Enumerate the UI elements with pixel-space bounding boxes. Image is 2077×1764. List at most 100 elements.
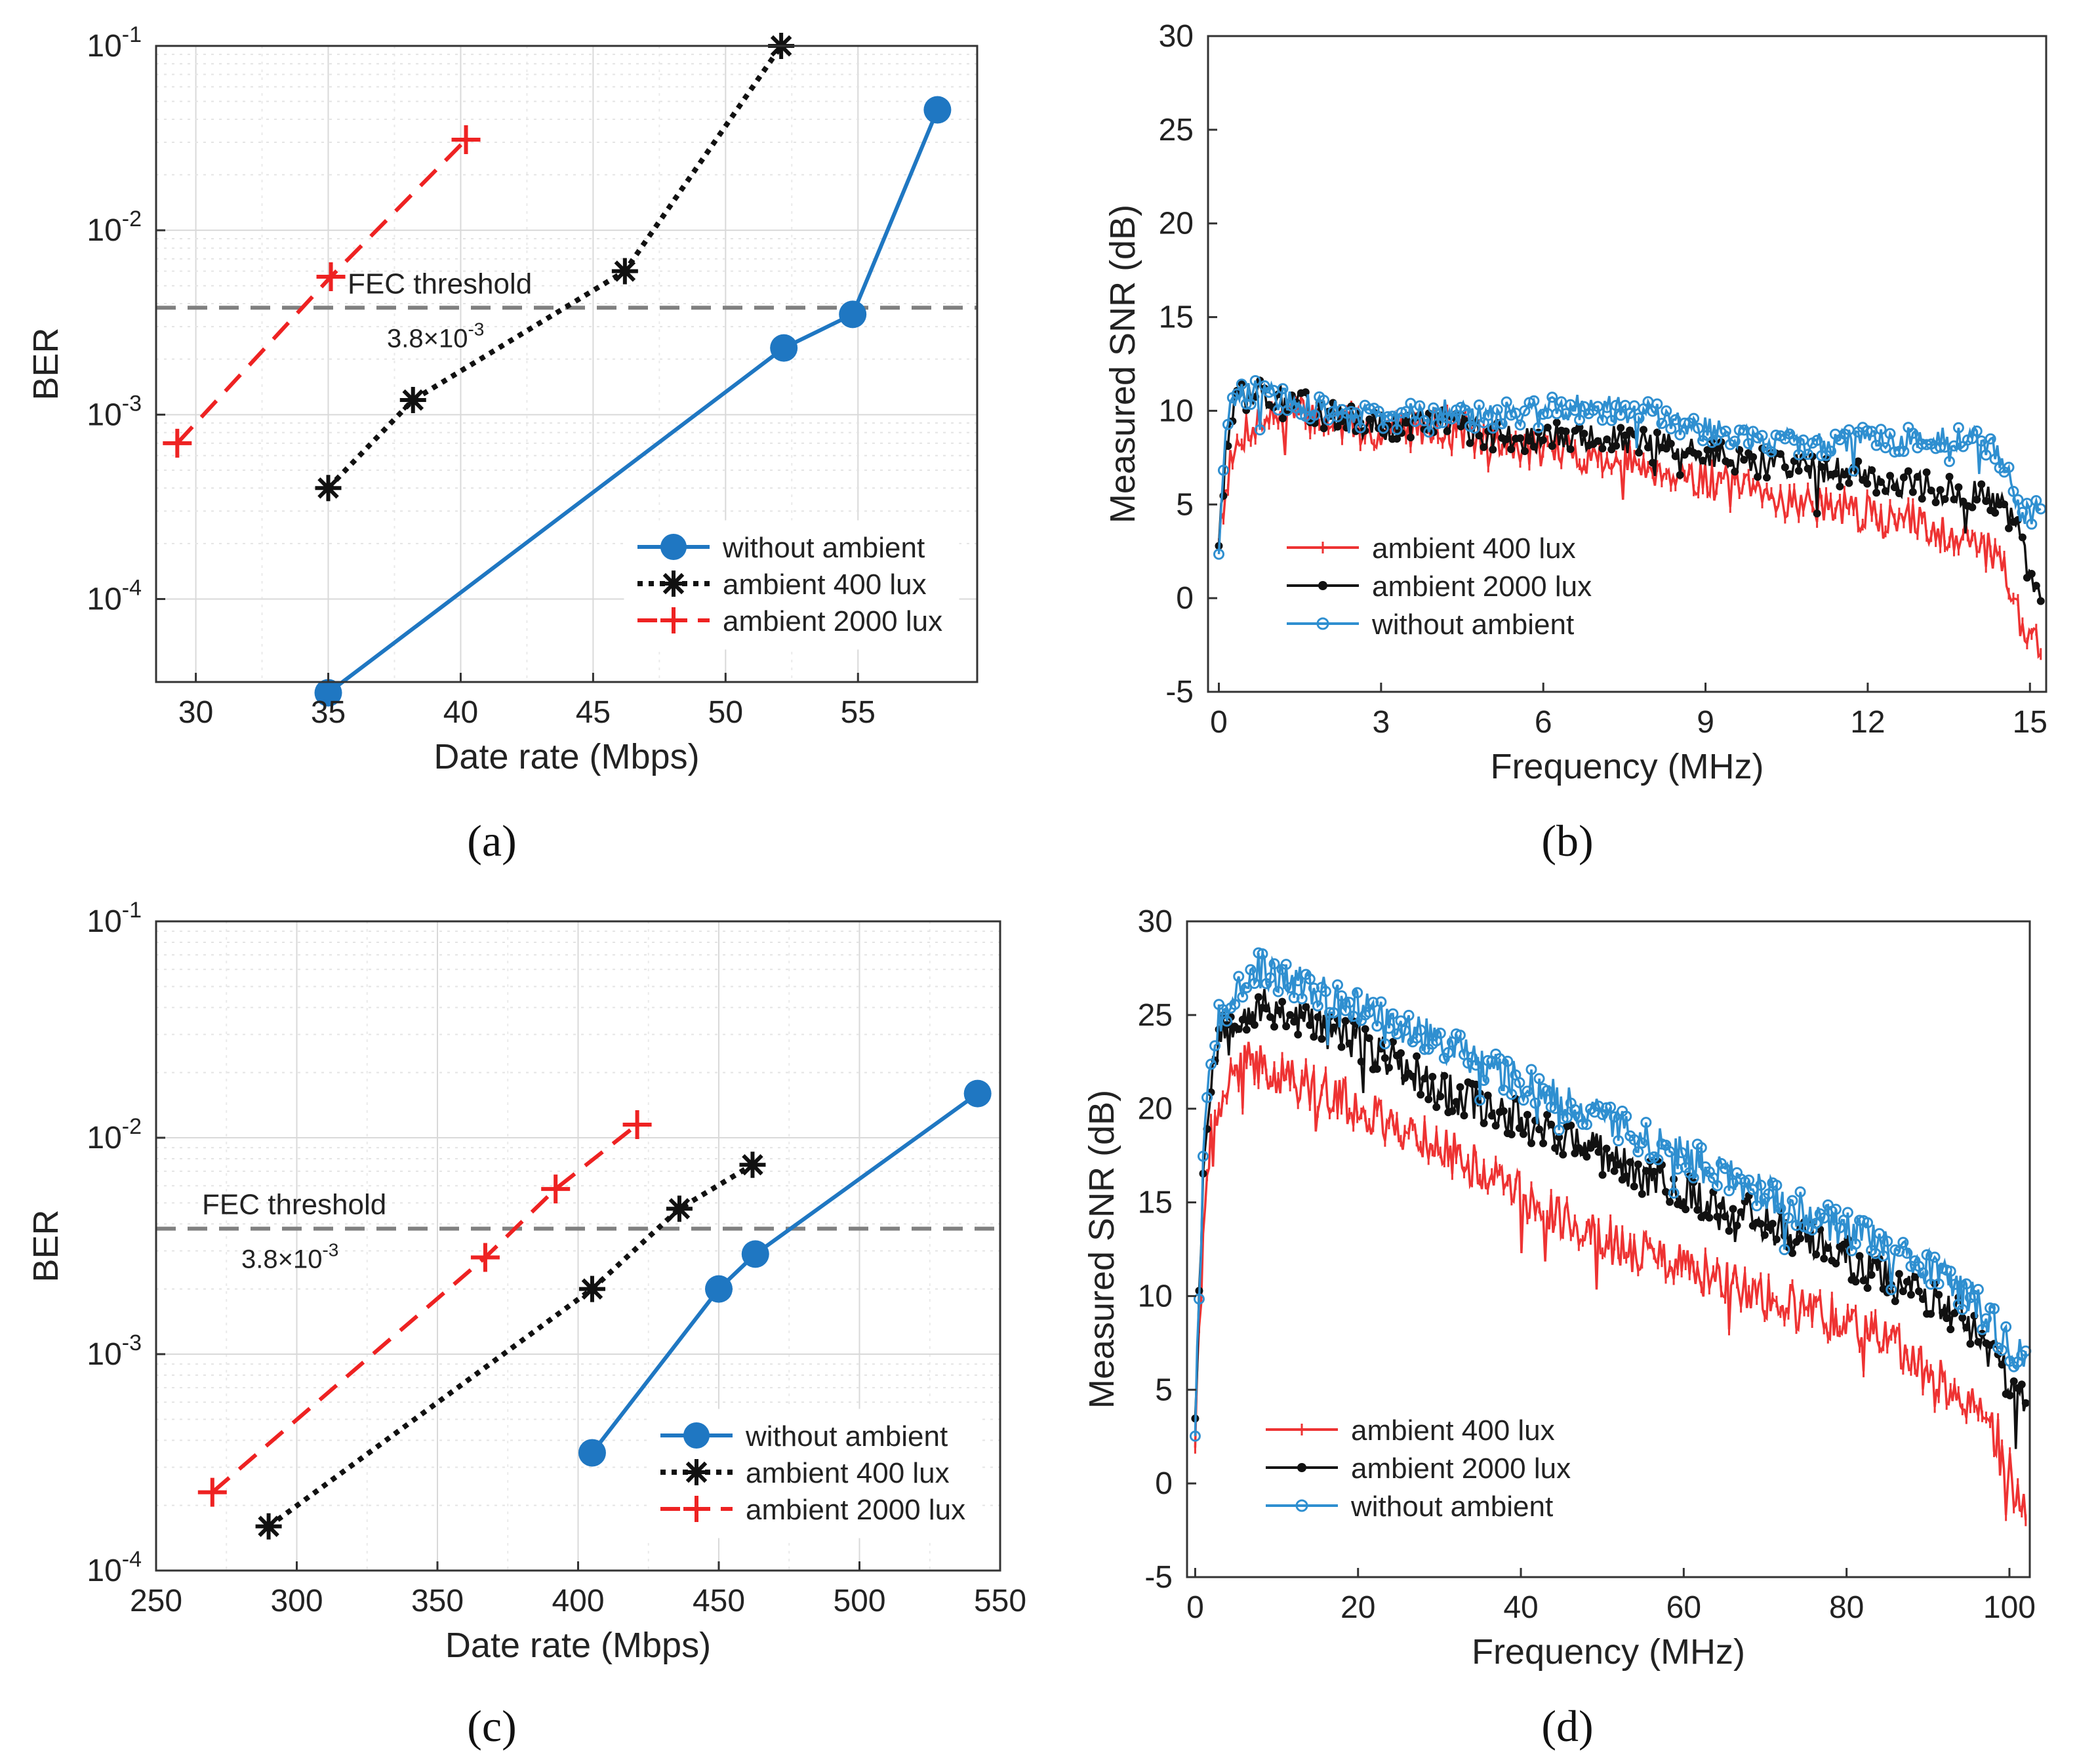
data-point [1519,1130,1527,1138]
series-without-ambient [578,1079,992,1467]
data-point [1693,1206,1702,1214]
data-point [451,125,481,155]
data-point [1895,1270,1903,1278]
data-point [255,1513,282,1540]
data-point [1496,418,1508,430]
y-tick-label: 15 [1159,300,1194,335]
data-point [1842,1207,1853,1218]
data-point [1421,1074,1429,1083]
data-point [1633,412,1645,424]
data-point [1294,1030,1302,1039]
data-point [1341,1016,1350,1025]
fec-threshold-label: FEC threshold [202,1189,386,1221]
data-point [1661,405,1672,417]
y-tick-label: 10 [1159,393,1194,428]
data-point [1754,473,1762,481]
data-point [1794,1186,1806,1198]
data-point [1851,1277,1860,1286]
y-tick-label: 10 [1138,1279,1173,1313]
data-point [1972,1283,1984,1295]
data-point [1936,486,1945,494]
y-tick-label: 0 [1176,581,1194,616]
data-point [1621,1110,1632,1122]
data-point [1388,1037,1397,1046]
data-point [1288,992,1300,1004]
data-point [1943,1314,1951,1323]
data-point [1424,1095,1433,1104]
data-point [1401,418,1410,427]
data-point [1765,446,1777,458]
data-point [1973,495,1981,504]
data-point [1958,1313,1967,1322]
y-tick-label: 10-1 [87,22,142,64]
data-point [1705,1213,1714,1222]
data-point [315,475,342,502]
data-point [1318,1035,1326,1043]
data-point [1927,487,1935,495]
data-point [1917,1267,1929,1279]
data-point [1329,1023,1338,1032]
data-point [923,96,952,124]
data-point [611,258,638,285]
data-point [1399,1024,1411,1036]
data-point [1671,452,1680,460]
data-point [1379,1038,1391,1050]
data-point [1436,1092,1445,1101]
data-point [1638,1190,1646,1198]
data-point [1314,1013,1322,1022]
x-tick-label: 400 [552,1584,604,1618]
data-point [1298,1011,1306,1019]
data-point [1931,498,1940,507]
data-point [1406,433,1415,442]
data-point [1971,425,1983,437]
data-point [1703,446,1712,454]
data-point [1306,1021,1314,1030]
data-point [1989,453,2001,465]
data-point [1788,1249,1797,1257]
axes-frame [1186,920,2031,1578]
legend-marker [683,1496,710,1522]
panel-b-label: (b) [1541,816,1593,866]
axes-frame [1207,35,2047,693]
data-point [1622,1172,1630,1180]
legend-label: ambient 2000 lux [723,605,942,637]
data-point [1609,1111,1621,1123]
data-point [1373,405,1384,417]
data-point [1371,1020,1383,1032]
data-point [1713,1213,1722,1221]
data-point [1257,948,1268,960]
data-point [1651,398,1663,410]
data-point [1489,445,1497,454]
data-point [1988,1303,2000,1315]
legend-marker [1318,581,1327,590]
data-point [1906,1291,1915,1299]
y-tick-label: 5 [1155,1373,1173,1407]
x-tick-label: 250 [130,1584,182,1618]
data-point [1442,412,1453,424]
data-point [1518,1094,1529,1106]
data-point [1332,979,1344,991]
data-point [1377,1045,1385,1053]
data-point [1899,473,1908,482]
data-point [1946,1325,1955,1334]
data-point [1733,424,1745,436]
data-point [1904,467,1912,475]
data-point [1763,1188,1775,1200]
data-point [1491,404,1503,416]
data-point [1396,1049,1405,1057]
data-point [1666,1197,1674,1206]
data-point [1560,408,1572,420]
x-tick-label: 40 [443,695,478,730]
data-point [1867,1271,1876,1279]
y-tick-label: 20 [1159,207,1194,241]
data-point [1282,1022,1291,1031]
data-point [1527,1139,1535,1148]
data-point [1832,1259,1840,1268]
data-point [1935,441,1946,453]
data-point [578,1275,605,1302]
data-point [1721,1213,1729,1221]
data-point [1601,1102,1613,1113]
y-tick-label: 5 [1176,487,1194,522]
data-point [1891,1297,1899,1306]
